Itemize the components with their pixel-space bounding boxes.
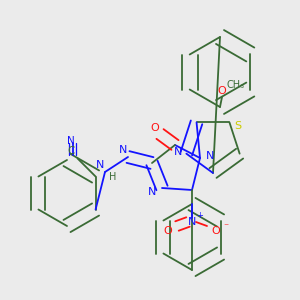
Text: O: O — [218, 86, 226, 96]
Text: +: + — [196, 212, 203, 220]
Text: S: S — [234, 121, 241, 131]
Text: N: N — [148, 187, 156, 197]
Text: N: N — [67, 136, 74, 146]
Text: O: O — [164, 226, 172, 236]
Text: C: C — [67, 146, 74, 157]
Text: H: H — [109, 172, 117, 182]
Text: N: N — [188, 217, 196, 227]
Text: ⁻: ⁻ — [224, 222, 229, 232]
Text: O: O — [151, 123, 159, 133]
Text: N: N — [174, 147, 183, 157]
Text: CH₃: CH₃ — [227, 80, 245, 90]
Text: N: N — [96, 160, 104, 170]
Text: N: N — [206, 151, 214, 161]
Text: N: N — [119, 145, 127, 155]
Text: O: O — [212, 226, 220, 236]
